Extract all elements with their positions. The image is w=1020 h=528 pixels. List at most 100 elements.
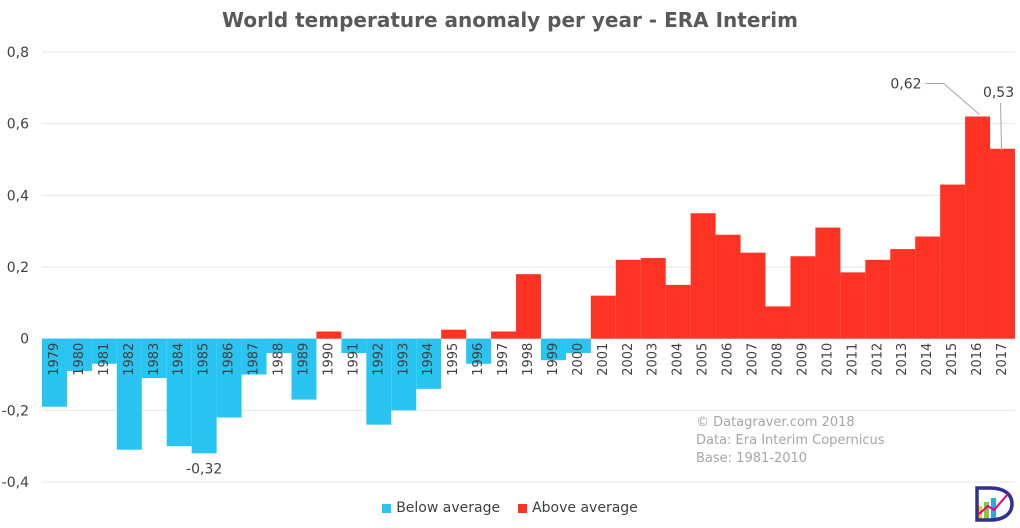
x-tick-label: 1991 [346,343,361,376]
x-tick-label: 2010 [820,343,835,376]
bar-2017 [990,148,1015,339]
data-labels: -0,32 0,62 0,53 [186,77,1014,478]
bar-1997 [491,331,517,339]
x-tick-label: 1993 [396,343,411,376]
bar-2005 [690,213,716,339]
bar-1982 [116,338,142,450]
bar-2016 [965,116,991,339]
x-tick-label: 1988 [272,343,287,376]
credit-data: Data: Era Interim Copernicus [696,433,885,448]
x-tick-label: 1989 [296,343,311,376]
x-tick-label: 1980 [72,343,87,376]
legend-label-below: Below average [396,500,501,516]
x-tick-label: 1982 [122,343,137,376]
x-tick-label: 2006 [721,343,736,376]
x-tick-label: 2015 [945,343,960,376]
bar-1993 [391,338,417,411]
bar-1986 [216,338,242,418]
bar-2007 [740,252,766,339]
y-tick-label: -0,2 [2,403,29,419]
legend-swatch-below [382,503,392,513]
x-tick-label: 2003 [646,343,661,376]
x-tick-label: 1981 [97,343,112,376]
bar-2015 [940,184,966,339]
bar-1979 [42,338,67,407]
bar-1995 [441,329,467,339]
x-tick-label: 2009 [795,343,810,376]
bar-1994 [416,338,442,389]
x-tick-label: 1992 [371,343,386,376]
leader-line [1000,102,1003,151]
x-tick-label: 1995 [446,343,461,376]
bars [42,116,1015,454]
x-tick-label: 2001 [596,343,611,376]
x-tick-label: 2007 [746,343,761,376]
bar-2012 [865,259,891,339]
x-tick-label: 1997 [496,343,511,376]
bar-2006 [715,234,741,339]
bar-2000 [565,338,591,353]
y-tick-label: -0,4 [2,475,29,491]
chart-title: World temperature anomaly per year - ERA… [222,8,798,32]
data-label: 0,53 [983,85,1014,101]
x-tick-label: 2013 [895,343,910,376]
y-tick-label: 0,4 [7,188,29,204]
bar-1998 [516,274,541,339]
gridlines [42,51,1015,483]
bar-2003 [640,258,666,339]
x-tick-label: 2000 [571,343,586,376]
credit-source: © Datagraver.com 2018 [696,415,855,430]
bar-2002 [615,259,641,339]
x-tick-label: 1998 [521,343,536,376]
bar-2004 [665,284,691,339]
bar-2014 [915,236,941,339]
bar-1992 [366,338,392,425]
x-tick-label: 2012 [870,343,885,376]
x-tick-label: 2004 [671,343,686,376]
x-tick-label: 2002 [621,343,636,376]
bar-1996 [466,338,492,364]
x-tick-label: 2008 [770,343,785,376]
y-tick-label: 0,8 [7,45,29,61]
leader-line [925,83,980,115]
legend-item-below: Below average [382,500,500,516]
bar-1991 [341,338,367,353]
credits: © Datagraver.com 2018 Data: Era Interim … [696,414,885,468]
bar-1983 [141,338,167,379]
bar-2008 [765,306,791,339]
x-tick-label: 1985 [197,343,212,376]
x-tick-label: 2011 [845,343,860,376]
y-tick-label: 0 [20,332,29,348]
x-tick-label: 1983 [147,343,162,376]
bar-1981 [91,338,117,364]
bar-1985 [191,338,217,454]
x-tick-label: 1984 [172,343,187,376]
x-tick-label: 1987 [247,343,262,376]
bar-1989 [291,338,317,400]
x-tick-label: 1979 [47,343,62,376]
legend-swatch-above [518,503,528,513]
data-label: 0,62 [890,77,921,93]
x-tick-label: 2014 [920,343,935,376]
legend-label-above: Above average [532,500,638,516]
x-axis-tick-labels: 1979 1980 1981 1982 1983 1984 1985 1986 1987 1988… [47,343,1010,376]
bar-1990 [316,331,342,339]
bar-2010 [815,227,841,339]
x-tick-label: 2016 [970,343,985,376]
bar-2011 [840,272,866,339]
y-axis-tick-labels: 0,8 0,6 0,4 0,2 0 -0,2 -0,4 [2,45,29,491]
bar-1988 [266,338,292,353]
legend: Below average Above average [0,500,1020,516]
x-tick-label: 1994 [421,343,436,376]
x-tick-label: 1996 [471,343,486,376]
x-tick-label: 2017 [995,343,1010,376]
bar-1987 [241,338,267,375]
datagraver-logo-icon [975,486,1014,522]
y-tick-label: 0,2 [7,260,29,276]
x-tick-label: 2005 [696,343,711,376]
credit-base: Base: 1981-2010 [696,451,808,466]
data-label: -0,32 [186,461,222,477]
bar-1999 [540,338,566,361]
bar-1980 [66,338,92,371]
